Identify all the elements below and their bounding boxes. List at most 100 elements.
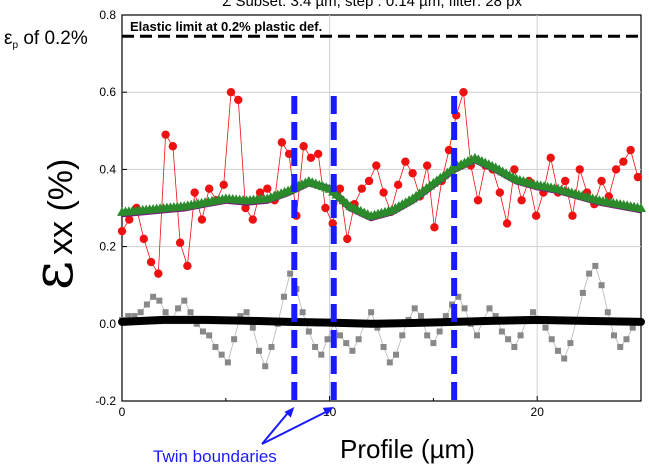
data-point-circle xyxy=(299,142,308,151)
y-axis-label-symbol: ε xyxy=(21,261,86,290)
data-point-circle xyxy=(161,130,170,139)
data-point-circle xyxy=(241,203,250,213)
data-point-circle xyxy=(408,169,417,178)
data-point-square xyxy=(492,313,499,320)
data-point-circle xyxy=(197,215,207,224)
data-point-square xyxy=(442,313,449,320)
data-point-circle xyxy=(357,184,366,193)
data-point-circle xyxy=(517,196,526,205)
epsilon-p-tail: of 0.2% xyxy=(18,28,88,49)
data-point-square xyxy=(586,270,593,277)
data-point-square xyxy=(455,293,462,300)
epsilon-p-label: εp of 0.2% xyxy=(4,28,88,51)
y-tick-label: 0.2 xyxy=(99,240,116,254)
x-tick-label: 20 xyxy=(531,405,545,419)
data-point-square xyxy=(137,309,144,316)
data-point-circle xyxy=(502,219,512,228)
data-point-square xyxy=(256,347,263,354)
y-tick-label: 0.8 xyxy=(99,8,116,22)
data-point-circle xyxy=(568,211,577,220)
data-point-square xyxy=(280,293,287,300)
data-point-circle xyxy=(393,180,403,190)
data-point-square xyxy=(318,351,325,358)
data-point-circle xyxy=(263,184,272,193)
data-point-circle xyxy=(284,149,294,159)
data-point-square xyxy=(268,343,275,350)
data-point-circle xyxy=(597,176,606,186)
data-point-circle xyxy=(175,238,185,247)
data-point-square xyxy=(530,309,537,316)
twin-arrow-shaft xyxy=(261,409,331,445)
data-point-circle xyxy=(226,88,236,97)
data-point-circle xyxy=(626,145,635,155)
series-triangle xyxy=(117,152,646,220)
svg-text:εp of 0.2%: εp of 0.2% xyxy=(4,28,88,51)
data-point-square xyxy=(199,328,206,335)
data-point-square xyxy=(349,347,356,354)
data-point-square xyxy=(473,332,480,339)
data-point-circle xyxy=(575,165,584,174)
data-point-square xyxy=(224,359,231,366)
data-point-square xyxy=(187,309,194,316)
data-point-circle xyxy=(531,211,541,220)
data-point-square xyxy=(131,313,138,320)
data-point-square xyxy=(623,336,630,343)
data-point-circle xyxy=(510,165,519,174)
data-point-circle xyxy=(219,180,228,190)
data-point-triangle xyxy=(636,203,646,212)
twin-arrow-head xyxy=(322,407,334,416)
data-point-circle xyxy=(190,188,199,197)
data-point-square xyxy=(498,328,505,335)
data-point-square xyxy=(505,336,512,343)
data-point-circle xyxy=(168,142,178,151)
data-point-square xyxy=(262,363,269,370)
x-axis-label: Profile (µm) xyxy=(340,434,475,464)
data-point-square xyxy=(386,359,393,366)
data-point-circle xyxy=(459,88,468,97)
data-point-square xyxy=(592,262,599,269)
twin-boundary-lines xyxy=(291,96,458,401)
data-point-circle xyxy=(313,149,323,159)
data-point-circle xyxy=(422,161,432,170)
data-point-square xyxy=(517,332,524,339)
series-circle-line xyxy=(121,91,639,275)
data-point-square xyxy=(579,289,586,296)
data-point-circle xyxy=(146,257,156,267)
data-point-square xyxy=(424,332,431,339)
data-point-circle xyxy=(277,138,287,147)
data-point-circle xyxy=(401,157,410,166)
data-point-circle xyxy=(611,165,621,174)
series-baseline-line xyxy=(118,315,645,328)
data-point-circle xyxy=(633,172,643,182)
data-point-square xyxy=(561,355,568,362)
epsilon-p-symbol: ε xyxy=(4,28,13,49)
data-point-square xyxy=(430,340,437,347)
data-point-square xyxy=(125,313,132,320)
data-point-square xyxy=(598,282,605,289)
x-tick-label: 0 xyxy=(119,405,126,419)
data-point-circle xyxy=(248,215,257,224)
data-point-square xyxy=(206,332,213,339)
data-point-circle xyxy=(117,226,127,236)
data-point-square xyxy=(567,340,574,347)
data-point-circle xyxy=(139,234,148,244)
data-point-square xyxy=(156,297,163,304)
data-point-square xyxy=(554,347,561,354)
data-point-square xyxy=(324,336,331,343)
twin-arrow-shaft xyxy=(261,409,292,445)
data-point-circle xyxy=(561,176,570,186)
twin-boundaries-label: Twin boundaries xyxy=(153,447,277,466)
data-point-square xyxy=(237,313,244,320)
data-point-circle xyxy=(255,188,265,197)
data-point-square xyxy=(249,324,256,331)
epsilon-p-subscript: p xyxy=(12,40,18,51)
series-thick-line xyxy=(118,315,645,328)
data-point-circle xyxy=(619,157,628,166)
data-point-circle xyxy=(306,153,316,163)
data-point-circle xyxy=(204,184,214,193)
data-point-square xyxy=(399,332,406,339)
twin-arrow-head xyxy=(284,407,295,418)
data-point-square xyxy=(417,313,424,320)
data-point-square xyxy=(548,336,555,343)
